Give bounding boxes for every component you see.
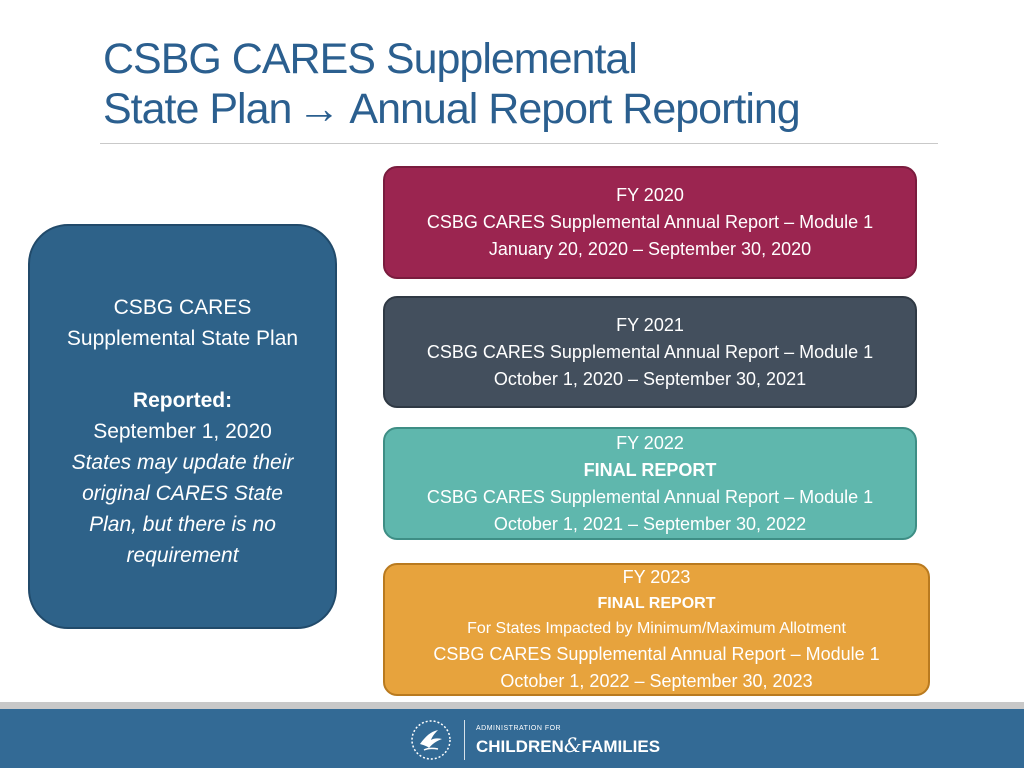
state-plan-box: CSBG CARES Supplemental State Plan Repor… (28, 224, 337, 629)
acf-logo-children: CHILDREN (476, 737, 564, 756)
report-box-fy2023: FY 2023 FINAL REPORT For States Impacted… (383, 563, 930, 696)
plan-reported-date: September 1, 2020 (93, 420, 272, 443)
report-fy: FY 2020 (616, 185, 684, 205)
report-fy: FY 2021 (616, 314, 684, 335)
report-box-fy2022: FY 2022 FINAL REPORT CSBG CARES Suppleme… (383, 427, 917, 540)
acf-logo-ampersand: & (563, 733, 582, 757)
report-note: For States Impacted by Minimum/Maximum A… (467, 620, 846, 637)
report-name: CSBG CARES Supplemental Annual Report – … (426, 486, 874, 507)
hhs-eagle-icon (411, 720, 451, 760)
plan-note-4: requirement (126, 544, 239, 567)
report-name: CSBG CARES Supplemental Annual Report – … (426, 212, 874, 232)
plan-heading-1: CSBG CARES (113, 296, 252, 319)
report-period: October 1, 2020 – September 30, 2021 (493, 368, 807, 389)
plan-note-3: Plan, but there is no (89, 513, 276, 536)
title-divider (100, 143, 938, 144)
footer-stripe (0, 702, 1024, 709)
plan-spacer (30, 354, 335, 385)
report-box-fy2021: FY 2021 CSBG CARES Supplemental Annual R… (383, 296, 917, 408)
slide-title: CSBG CARES Supplemental State Plan → Annua… (103, 34, 801, 134)
footer-bar (0, 709, 1024, 768)
title-line-2: State Plan → Annual Report Reporting (103, 84, 801, 134)
report-period: January 20, 2020 – September 30, 2020 (488, 239, 812, 259)
report-fy: FY 2023 (622, 567, 691, 587)
logo-divider (464, 720, 465, 760)
plan-reported-label: Reported: (132, 389, 233, 412)
plan-note-2: original CARES State (82, 482, 283, 505)
acf-logo: CHILDREN&FAMILIES (476, 733, 660, 757)
plan-note-1: States may update their (71, 451, 294, 474)
report-fy: FY 2022 (616, 432, 684, 453)
report-final-tag: FINAL REPORT (583, 459, 717, 480)
plan-heading-2: Supplemental State Plan (66, 327, 299, 350)
arrow-right-icon: → (297, 85, 340, 133)
title-state-plan: State Plan (103, 85, 292, 133)
report-period: October 1, 2022 – September 30, 2023 (500, 671, 813, 691)
title-line-1: CSBG CARES Supplemental (103, 35, 638, 83)
report-name: CSBG CARES Supplemental Annual Report – … (426, 341, 874, 362)
report-period: October 1, 2021 – September 30, 2022 (493, 513, 807, 534)
acf-logo-families: FAMILIES (581, 737, 661, 756)
report-name: CSBG CARES Supplemental Annual Report – … (433, 644, 880, 664)
report-final-tag: FINAL REPORT (597, 595, 716, 612)
title-annual-report: Annual Report Reporting (349, 85, 800, 133)
acf-logo-small-text: ADMINISTRATION FOR (476, 725, 562, 732)
report-box-fy2020: FY 2020 CSBG CARES Supplemental Annual R… (383, 166, 917, 279)
